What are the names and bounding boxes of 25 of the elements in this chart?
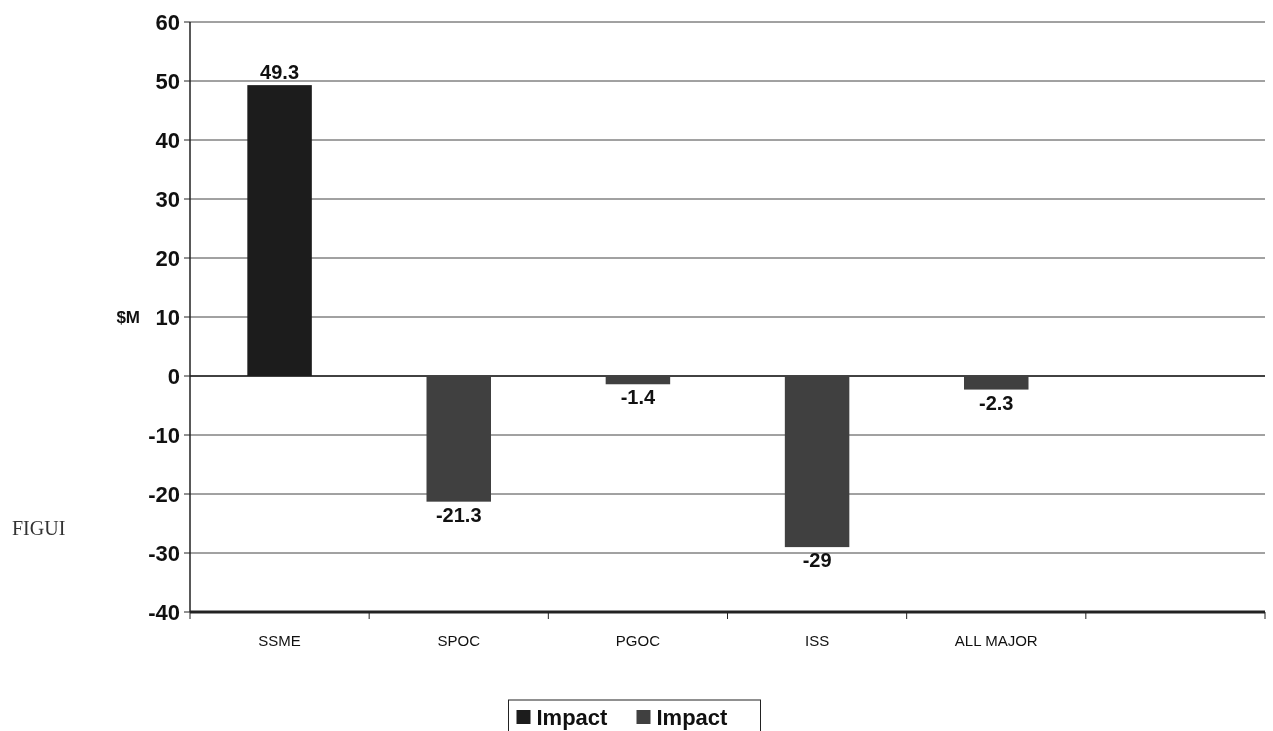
x-tick-label: SSME xyxy=(258,632,301,649)
x-tick-label: SPOC xyxy=(437,632,481,649)
y-tick-label: -20 xyxy=(148,481,180,507)
x-tick-label: PGOC xyxy=(615,632,661,649)
data-label: -1.4 xyxy=(620,386,657,409)
data-label: -2.3 xyxy=(979,391,1014,414)
y-tick-label: 30 xyxy=(155,186,180,212)
legend-label: Impact xyxy=(656,704,729,730)
data-label: -29 xyxy=(802,549,832,572)
y-tick-label: 20 xyxy=(155,245,180,271)
text: FIGUI xyxy=(12,516,66,539)
y-tick-label: 50 xyxy=(155,68,180,94)
y-tick-label: -10 xyxy=(148,422,180,448)
x-tick-label: ALL MAJOR xyxy=(954,632,1038,649)
data-label: -21.3 xyxy=(435,503,482,526)
legend-label: Impact xyxy=(536,704,609,730)
y-tick-label: 60 xyxy=(155,9,180,35)
y-tick-label: -40 xyxy=(148,599,180,625)
y-tick-label: 0 xyxy=(167,363,180,389)
x-tick-label: ISS xyxy=(804,632,830,649)
y-tick-label: 10 xyxy=(155,304,180,330)
data-label: 49.3 xyxy=(260,61,300,84)
y-axis-title: $M xyxy=(116,307,140,327)
y-tick-label: -30 xyxy=(148,540,180,566)
y-tick-label: 40 xyxy=(155,127,180,153)
